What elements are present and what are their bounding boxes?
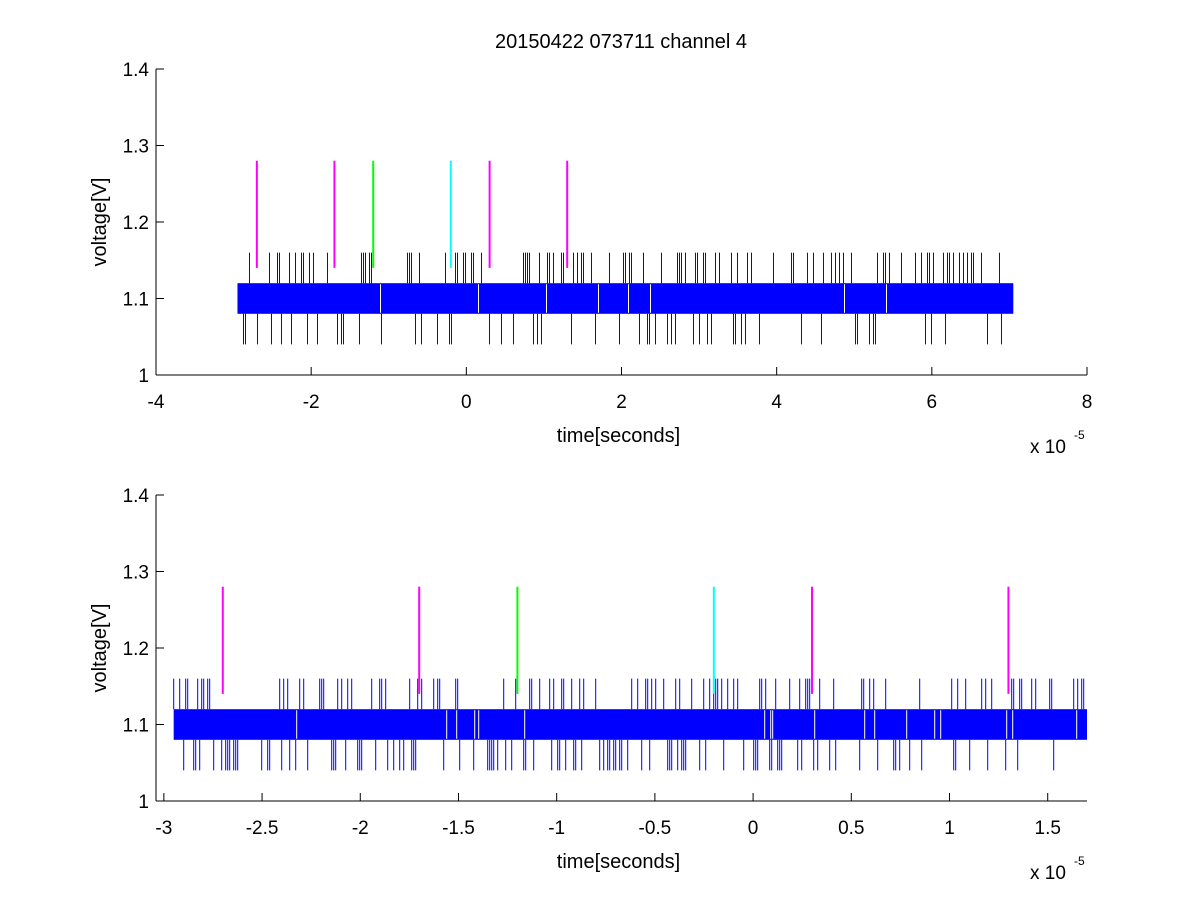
x-tick-label: -2 — [303, 392, 320, 413]
x-axis-label: time[seconds] — [557, 851, 680, 873]
x-exponent-base: x 10 — [1030, 863, 1066, 884]
bottom-plot: -3 -2.5 -2 -1.5 -1 -0.5 0 0.5 1 1.5 1 1.1 1.2 1.3 1.4 t… — [89, 486, 1087, 884]
x-tick-label: -4 — [148, 392, 165, 413]
x-tick-label: 1 — [944, 818, 955, 839]
y-tick-label: 1.3 — [123, 563, 149, 584]
series-0 — [173, 678, 1087, 771]
series-spikes — [173, 678, 1085, 771]
y-tick-label: 1.4 — [123, 486, 150, 507]
series-band-gaps — [296, 710, 1078, 739]
x-tick-label: 2 — [616, 392, 627, 413]
x-exponent-base: x 10 — [1030, 437, 1066, 458]
y-axis-label: voltage[V] — [89, 604, 111, 693]
x-tick-label: 0.5 — [838, 818, 864, 839]
x-tick-label: -3 — [155, 818, 172, 839]
x-tick-label: -1.5 — [442, 818, 475, 839]
x-tick-label: -1 — [548, 818, 565, 839]
x-tick-label: -0.5 — [639, 818, 672, 839]
x-exponent-power: -5 — [1074, 428, 1085, 442]
y-tick-label: 1.3 — [123, 137, 149, 158]
x-tick-label: 0 — [748, 818, 759, 839]
x-exponent-power: -5 — [1074, 854, 1085, 868]
series-spikes — [243, 252, 1002, 345]
x-tick-label: 0 — [461, 392, 472, 413]
x-tick-label: 1.5 — [1035, 818, 1061, 839]
y-axis-label: voltage[V] — [89, 178, 111, 267]
series-band — [237, 283, 1014, 314]
y-tick-label: 1.2 — [123, 213, 149, 234]
y-tick-label: 1 — [138, 792, 149, 813]
series-band-gaps — [380, 284, 887, 313]
x-tick-label: 4 — [771, 392, 782, 413]
y-tick-label: 1.1 — [123, 290, 149, 311]
x-tick-label: 6 — [927, 392, 938, 413]
series-0 — [237, 252, 1014, 345]
x-tick-label: -2.5 — [246, 818, 279, 839]
top-plot: -4 -2 0 2 4 6 8 1 1.1 1.2 1.3 1.4 time[seconds] volta… — [89, 60, 1092, 458]
x-exponent-label: x 10 — [1030, 863, 1066, 884]
figure-title: 20150422 073711 channel 4 — [495, 31, 747, 53]
y-tick-label: 1 — [138, 366, 149, 387]
y-tick-label: 1.1 — [123, 716, 149, 737]
series-band — [173, 709, 1087, 740]
x-tick-label: -2 — [352, 818, 369, 839]
x-axis-label: time[seconds] — [557, 425, 680, 447]
y-tick-label: 1.4 — [123, 60, 150, 81]
y-tick-label: 1.2 — [123, 639, 149, 660]
x-exponent-label: x 10 — [1030, 437, 1066, 458]
x-tick-label: 8 — [1082, 392, 1093, 413]
